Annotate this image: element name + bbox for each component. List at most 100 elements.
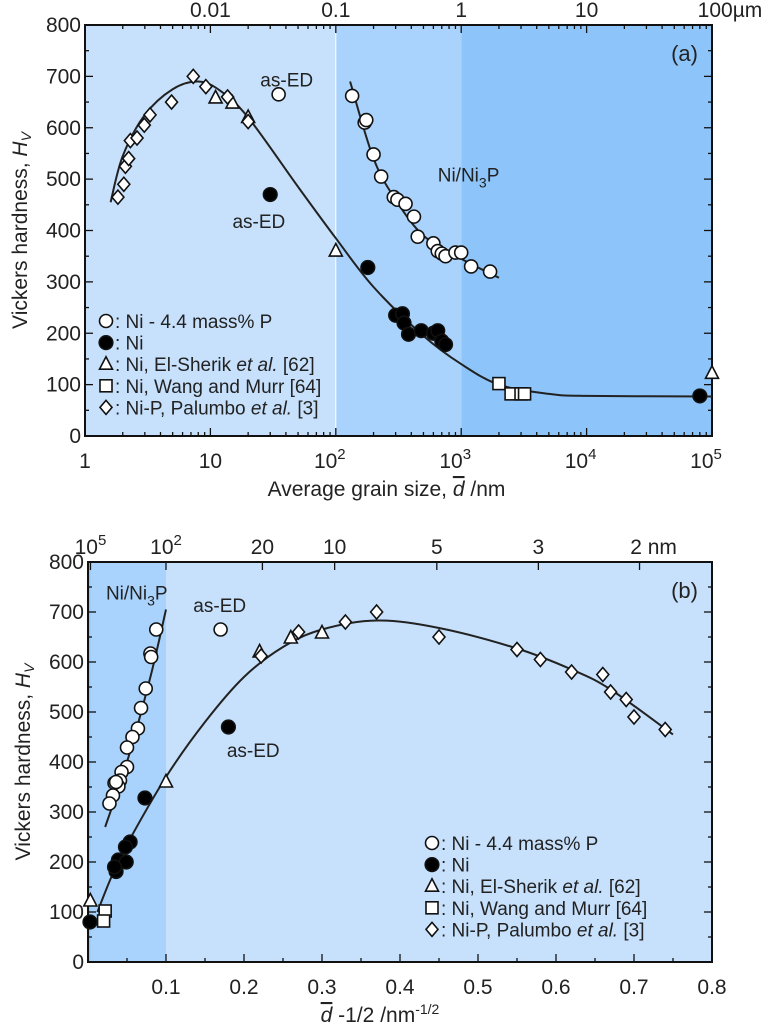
data-point-diamond [338, 613, 353, 631]
data-point-diamond [142, 106, 158, 124]
top-tick-label: 0.01 [190, 0, 231, 22]
y-tick-label: 0 [69, 425, 81, 448]
x-tick-label-base: 0.4 [385, 976, 415, 999]
legend-marker-triangle [98, 354, 114, 371]
data-point-open-circle [358, 112, 374, 128]
legend-text: : Ni [441, 856, 470, 877]
data-point-diamond [533, 651, 548, 668]
data-point-square [492, 376, 506, 391]
data-point-filled-circle [262, 186, 278, 203]
annotation-text: as-ED [260, 71, 313, 92]
data-point-diamond [129, 129, 145, 147]
data-point-open-circle [344, 88, 360, 104]
y-tick-label: 800 [49, 551, 84, 574]
top-tick-label: 10 [575, 0, 598, 22]
data-point-filled-circle [437, 336, 454, 353]
legend-text: : Ni [115, 334, 144, 355]
x-tick-label: 0.1 [151, 976, 180, 999]
data-point-open-circle [410, 229, 426, 244]
legend-entry: : Ni-P, Palumbo et al. [3] [441, 920, 645, 941]
top-tick-label: 3 [533, 536, 545, 559]
legend-text-suffix: [62] [278, 355, 315, 376]
x-tick-label: 0.2 [229, 976, 258, 999]
data-point-diamond [509, 641, 525, 658]
legend-text-suffix: [3] [618, 920, 644, 941]
data-point-open-circle [398, 196, 413, 212]
y-tick-label: 200 [46, 322, 81, 345]
data-point-open-circle [119, 740, 135, 755]
x-tick-label-exponent: 2 [337, 446, 345, 463]
data-point-open-circle [482, 264, 498, 279]
legend-marker-triangle [424, 876, 440, 893]
x-axis-title-unit: -1/2 /nm [332, 1004, 415, 1024]
legend-text-suffix: [62] [604, 877, 641, 898]
x-tick-label-base: 1 [79, 450, 91, 473]
top-tick-label: 20 [251, 536, 274, 559]
top-tick-label: 5 [431, 536, 443, 559]
top-tick-label-base: 1 [455, 0, 467, 22]
shaded-region-0 [85, 25, 336, 436]
legend-text: : Ni-P, Palumbo [441, 920, 577, 941]
legend-entry: : Ni, El-Sherik et al. [62] [441, 877, 641, 898]
data-point-triangle [82, 891, 99, 907]
x-tick-label: 1 [79, 450, 91, 473]
x-axis-title: Average grain size, d /nm [268, 478, 506, 501]
x-tick-label-base: 0.3 [307, 976, 336, 999]
y-axis-title-subscript: V [21, 662, 37, 673]
x-tick-label: 0.4 [385, 976, 415, 999]
legend-text: : Ni, El-Sherik [115, 355, 236, 376]
chart-b-hall-petch: 0 100 200 300 400 500 600 700 800 0.1 0.2 0.3 0.4 0.5… [12, 532, 727, 1024]
y-axis-title: Vickers hardness, HV [12, 662, 37, 861]
legend-text: : Ni, Wang and Murr [64] [441, 899, 647, 920]
legend-text: : Ni, El-Sherik [441, 877, 562, 898]
data-point-triangle [327, 241, 344, 257]
x-tick-label: 0.6 [541, 976, 570, 999]
data-point-open-circle [138, 681, 154, 696]
data-point-filled-circle [400, 326, 417, 342]
annotation-text: as-ED [227, 741, 280, 762]
data-point-diamond [198, 78, 213, 95]
legend-text: : Ni - 4.4 mass% P [441, 834, 598, 855]
data-point-filled-circle [220, 719, 236, 735]
data-point-open-circle [213, 622, 228, 637]
y-tick-label: 500 [46, 168, 81, 191]
x-tick-label-base: 10 [565, 450, 588, 473]
y-tick-label: 600 [46, 117, 81, 140]
legend-marker-open-circle [98, 313, 114, 329]
top-tick-label-base: 10 [150, 536, 173, 559]
top-tick-label-base: 0.01 [190, 0, 231, 22]
data-point-triangle [314, 623, 330, 639]
y-tick-label: 300 [46, 271, 81, 294]
y-tick-label: 0 [72, 951, 84, 974]
y-tick-label: 400 [49, 751, 84, 774]
legend-entry: : Ni, Wang and Murr [64] [441, 899, 647, 920]
panel-label: (a) [671, 41, 698, 66]
x-tick-label-base: 0.8 [697, 976, 726, 999]
y-tick-label: 100 [49, 901, 84, 924]
x-tick-label-exponent: 5 [714, 446, 722, 463]
annotation-subscript: 3 [147, 593, 155, 609]
legend-marker-filled-circle [424, 856, 440, 873]
x-tick-label-base: 0.5 [463, 976, 492, 999]
data-point-open-circle [108, 774, 124, 790]
legend-marker-open-circle [424, 835, 440, 851]
data-point-diamond [564, 663, 579, 681]
legend-entry: : Ni [115, 334, 144, 355]
annotation-label: as-ED [260, 71, 313, 92]
annotation-label: as-ED [232, 212, 285, 233]
legend-text-italic: et al. [577, 920, 618, 941]
legend-marker-diamond [98, 399, 114, 416]
x-tick-label-exponent: 4 [588, 446, 596, 463]
top-tick-label: 10 [323, 536, 346, 559]
top-tick-label: 105 [75, 532, 107, 559]
x-tick-label: 102 [314, 446, 346, 473]
data-point-triangle [207, 88, 224, 104]
data-point-square [517, 387, 532, 401]
annotation-text-suffix: P [155, 584, 168, 605]
annotation-label: as-ED [227, 741, 280, 762]
top-tick-label: 100µm [698, 0, 763, 22]
top-tick-label: 102 [150, 532, 182, 559]
y-axis-title-variable: H [9, 141, 32, 157]
data-point-open-circle [406, 209, 422, 224]
legend-entry: : Ni, Wang and Murr [64] [115, 377, 321, 398]
